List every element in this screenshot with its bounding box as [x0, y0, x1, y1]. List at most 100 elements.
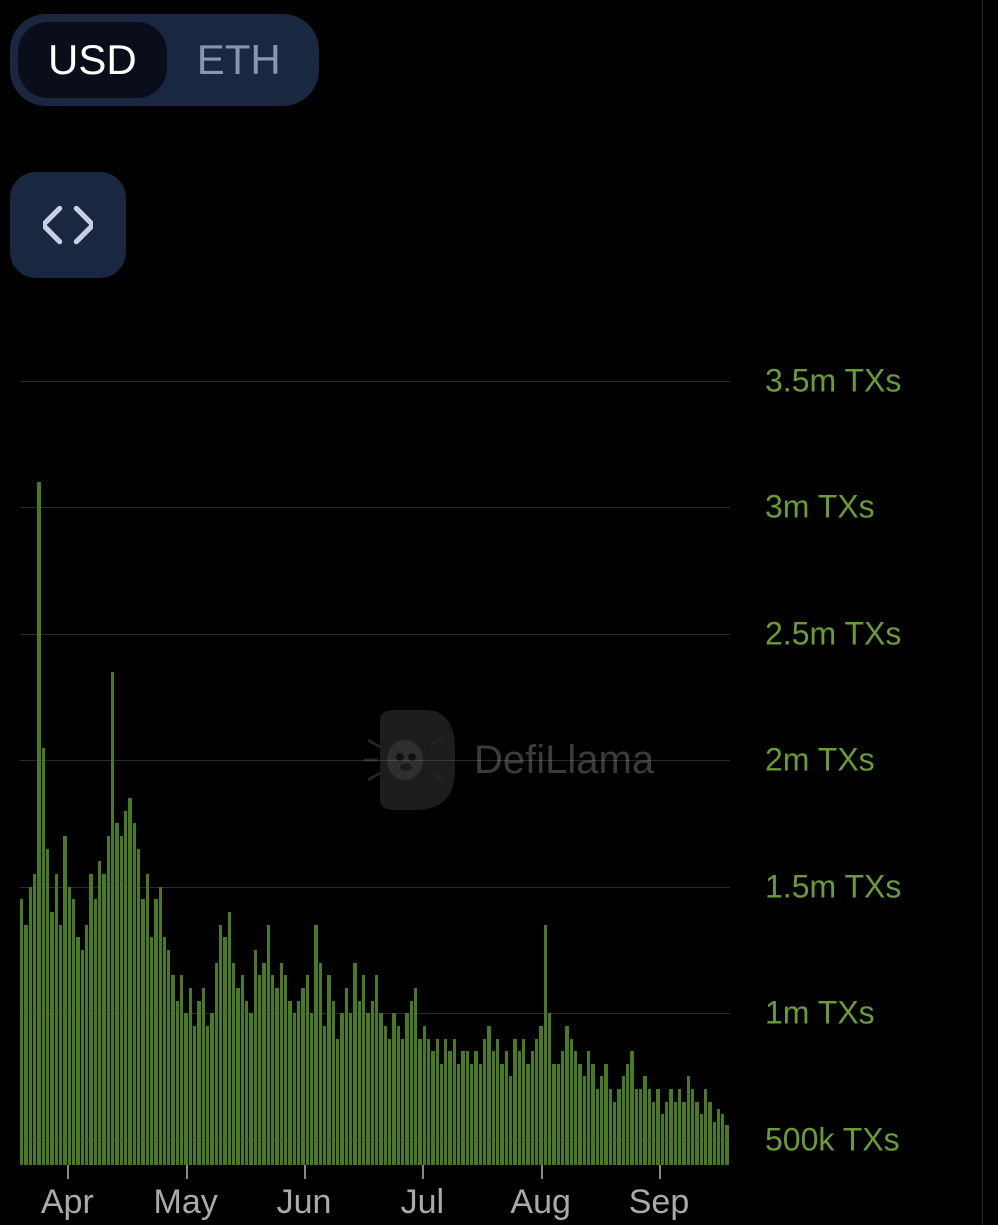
bar [457, 1064, 460, 1165]
bar [280, 963, 283, 1165]
bar [193, 1026, 196, 1165]
y-axis-label: 2.5m TXs [765, 615, 901, 652]
bar [288, 1001, 291, 1165]
bar [340, 1013, 343, 1165]
bar [453, 1039, 456, 1166]
bar [89, 874, 92, 1165]
bar [362, 975, 365, 1165]
bar [68, 887, 71, 1165]
bar [461, 1051, 464, 1165]
bar [159, 887, 162, 1165]
bar [20, 899, 23, 1165]
bar [492, 1051, 495, 1165]
bar [323, 1026, 326, 1165]
bar [583, 1076, 586, 1165]
x-tick [541, 1165, 543, 1179]
bar [245, 1001, 248, 1165]
eth-toggle[interactable]: ETH [167, 22, 311, 98]
bar [652, 1102, 655, 1165]
bar [371, 1001, 374, 1165]
bar [215, 963, 218, 1165]
bar [600, 1076, 603, 1165]
bar [513, 1039, 516, 1166]
bar [37, 482, 40, 1165]
y-axis-label: 3m TXs [765, 489, 875, 526]
x-axis-label: Apr [41, 1183, 94, 1222]
bar [544, 925, 547, 1165]
bar [59, 925, 62, 1165]
bar [353, 963, 356, 1165]
bar [535, 1039, 538, 1166]
bar [345, 988, 348, 1165]
bar [474, 1051, 477, 1165]
bar [358, 1001, 361, 1165]
bar [565, 1026, 568, 1165]
bar [708, 1102, 711, 1165]
bar [128, 798, 131, 1165]
bar [444, 1039, 447, 1166]
bar [63, 836, 66, 1165]
bar [241, 975, 244, 1165]
bar [656, 1089, 659, 1165]
bar [336, 1039, 339, 1166]
bar [721, 1114, 724, 1165]
bar [591, 1064, 594, 1165]
bar [29, 887, 32, 1165]
bar [617, 1089, 620, 1165]
bar [180, 975, 183, 1165]
bar [613, 1102, 616, 1165]
bar [505, 1051, 508, 1165]
bar [466, 1051, 469, 1165]
bar [55, 874, 58, 1165]
bar [327, 975, 330, 1165]
x-tick [422, 1165, 424, 1179]
bar [154, 899, 157, 1165]
y-axis-label: 1.5m TXs [765, 868, 901, 905]
bar [648, 1089, 651, 1165]
bar [137, 849, 140, 1165]
bar [210, 1013, 213, 1165]
bar [578, 1064, 581, 1165]
y-axis-label: 3.5m TXs [765, 362, 901, 399]
bar [384, 1026, 387, 1165]
bar [604, 1064, 607, 1165]
x-axis-label: Jun [277, 1183, 332, 1222]
bar [401, 1039, 404, 1166]
embed-button[interactable] [10, 172, 126, 278]
bar [206, 1026, 209, 1165]
bar [202, 988, 205, 1165]
bar [704, 1089, 707, 1165]
bar [682, 1102, 685, 1165]
usd-toggle[interactable]: USD [18, 22, 167, 98]
bar [42, 748, 45, 1166]
bar [349, 1013, 352, 1165]
bar [448, 1051, 451, 1165]
currency-toggle[interactable]: USD ETH [10, 14, 319, 106]
bar [552, 1064, 555, 1165]
bar [124, 811, 127, 1165]
bar [107, 836, 110, 1165]
bar [267, 925, 270, 1165]
bar [548, 1013, 551, 1165]
bar [643, 1076, 646, 1165]
bar [678, 1089, 681, 1165]
bar [141, 899, 144, 1165]
bar [410, 1001, 413, 1165]
bar [388, 1039, 391, 1166]
bar [314, 925, 317, 1165]
bar [189, 988, 192, 1165]
bar [526, 1064, 529, 1165]
bar [500, 1064, 503, 1165]
bar [223, 937, 226, 1165]
bar [219, 925, 222, 1165]
bar [232, 963, 235, 1165]
bar [72, 899, 75, 1165]
bar [487, 1026, 490, 1165]
bar [661, 1114, 664, 1165]
bar [423, 1026, 426, 1165]
bar [228, 912, 231, 1165]
x-axis-label: May [154, 1183, 218, 1222]
bar [115, 823, 118, 1165]
bar [301, 988, 304, 1165]
bar [310, 1013, 313, 1165]
